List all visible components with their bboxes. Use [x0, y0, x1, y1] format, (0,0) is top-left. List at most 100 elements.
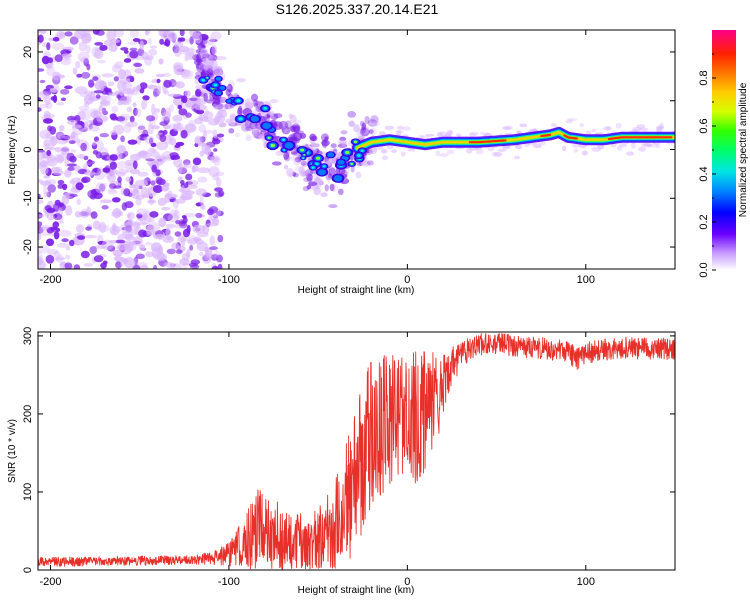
noise-blob	[63, 54, 70, 61]
noise-blob	[74, 211, 82, 218]
noise-blob	[89, 193, 97, 200]
noise-blob	[46, 42, 51, 51]
ridge-halo-blob	[212, 103, 218, 110]
x-tick-label: 100	[577, 576, 595, 588]
ridge-halo-blob	[579, 123, 584, 128]
ridge-halo-blob	[636, 124, 646, 129]
noise-blob	[154, 108, 161, 113]
noise-blob	[46, 150, 52, 156]
ridge-blob-hot	[300, 148, 305, 152]
noise-blob	[96, 115, 109, 123]
noise-blob	[69, 239, 75, 247]
x-tick-label: 100	[577, 274, 595, 286]
ridge-halo-blob	[321, 133, 329, 142]
noise-blob	[53, 213, 63, 221]
ridge-halo-blob	[606, 126, 611, 131]
noise-blob	[84, 171, 96, 176]
noise-blob	[38, 221, 43, 227]
noise-blob	[180, 69, 194, 80]
noise-blob	[45, 101, 53, 110]
noise-blob	[93, 168, 101, 173]
noise-blob	[38, 107, 42, 112]
noise-blob	[38, 97, 42, 102]
ridge-blob-hot	[350, 162, 354, 165]
noise-blob	[52, 71, 61, 81]
noise-blob	[64, 262, 73, 269]
noise-blob	[38, 90, 48, 100]
ridge-halo-blob	[397, 125, 404, 130]
noise-blob	[208, 166, 220, 177]
noise-blob	[184, 52, 196, 61]
noise-blob	[107, 188, 116, 193]
noise-blob	[117, 80, 127, 92]
noise-blob	[139, 264, 149, 269]
noise-blob	[71, 131, 76, 140]
colorbar-tick-label: 0.4	[698, 166, 710, 181]
ridge-halo-blob	[214, 66, 223, 76]
noise-blob	[126, 106, 133, 113]
noise-blob	[139, 40, 144, 51]
noise-blob	[92, 220, 101, 230]
x-tick-label: -200	[39, 576, 61, 588]
noise-blob	[38, 34, 44, 43]
ridge-halo-blob	[328, 204, 338, 209]
colorbar-tick-label: 0.6	[698, 118, 710, 133]
noise-blob	[199, 150, 205, 157]
x-tick-label: -100	[218, 576, 240, 588]
noise-blob	[149, 211, 159, 218]
ridge-halo-blob	[597, 143, 605, 150]
noise-blob	[38, 233, 42, 241]
noise-blob	[73, 165, 81, 171]
ridge-halo-blob	[230, 114, 235, 119]
ridge-halo-blob	[321, 139, 330, 147]
noise-blob	[139, 82, 148, 90]
ridge-band-peak	[563, 134, 578, 140]
noise-blob	[197, 176, 208, 183]
noise-blob	[45, 238, 55, 247]
ridge-halo-blob	[213, 99, 221, 105]
noise-blob	[150, 180, 156, 186]
noise-blob	[38, 199, 44, 204]
ridge-halo-blob	[656, 143, 661, 149]
noise-blob	[145, 158, 155, 162]
noise-blob	[75, 86, 88, 95]
ridge-halo-blob	[367, 119, 378, 127]
noise-blob	[112, 249, 123, 257]
ridge-halo-blob	[603, 126, 612, 131]
ridge-halo-blob	[437, 131, 443, 138]
noise-blob	[176, 163, 187, 174]
ridge-halo-blob	[244, 98, 253, 107]
noise-blob	[147, 123, 154, 135]
noise-blob	[99, 133, 110, 138]
noise-blob	[137, 261, 148, 268]
noise-blob	[184, 213, 197, 218]
ridge-blob-hot	[360, 149, 364, 152]
noise-blob	[109, 161, 118, 170]
noise-blob	[163, 90, 170, 95]
ridge-halo-blob	[340, 130, 348, 135]
colorbar: 0.0 0.2 0.4 0.6 0.8 Normalized spectral ampl…	[698, 30, 749, 278]
noise-blob	[64, 205, 73, 216]
noise-blob	[99, 147, 109, 156]
noise-blob	[138, 229, 147, 238]
noise-blob	[175, 249, 183, 254]
noise-blob	[199, 195, 204, 206]
ridge-halo-blob	[487, 145, 495, 152]
noise-blob	[38, 30, 42, 33]
noise-blob	[152, 185, 163, 193]
noise-blob	[107, 172, 116, 183]
noise-blob	[65, 246, 71, 251]
ridge-halo-blob	[651, 142, 658, 148]
noise-blob	[80, 250, 90, 259]
ridge-halo-blob	[368, 129, 374, 135]
ridge-blob-hot	[213, 83, 218, 87]
noise-blob	[123, 188, 131, 197]
noise-blob	[54, 54, 63, 63]
ridge-halo-blob	[630, 143, 637, 149]
x-tick-label: -200	[39, 274, 61, 286]
ridge-blob-hot	[267, 136, 271, 139]
ridge-halo-blob	[330, 143, 337, 149]
noise-blob	[119, 260, 126, 267]
noise-blob	[113, 76, 120, 82]
noise-blob	[83, 101, 90, 107]
